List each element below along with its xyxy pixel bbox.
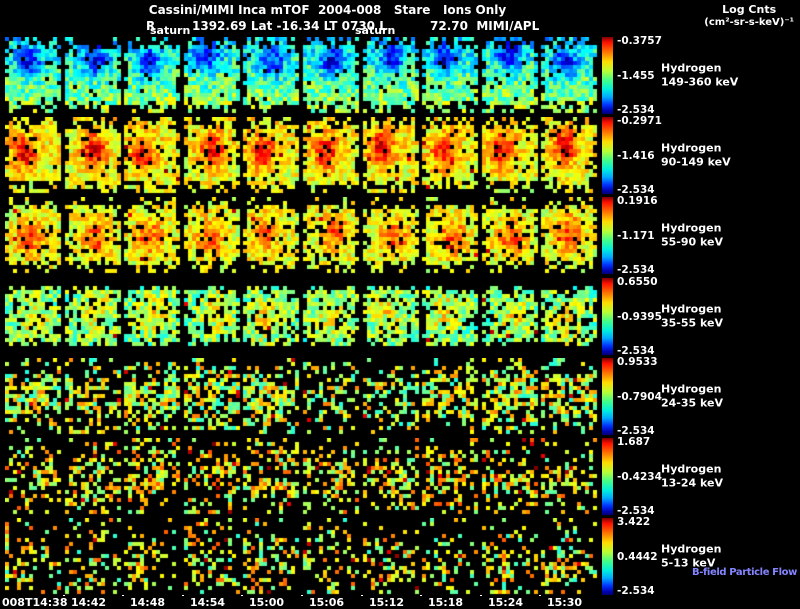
row-species: Hydrogen xyxy=(661,542,722,556)
energy-row-7: 3.422 0.4442 -2.534 Hydrogen 5-13 keV xyxy=(0,516,800,597)
energy-row-5: 0.9533 -0.7904 -2.534 Hydrogen 24-35 keV xyxy=(0,356,800,437)
ephemeris-left: 1392.69 Lat -16.34 LT 0730 L xyxy=(192,19,387,33)
colorbar-tick-mid: -1.455 xyxy=(617,69,655,82)
row-energy: 5-13 keV xyxy=(661,556,716,570)
time-label: 15:18 xyxy=(428,596,464,609)
row-energy: 13-24 keV xyxy=(661,476,724,490)
colorbar-tick-top: 0.6550 xyxy=(617,276,658,288)
row-label: Hydrogen 90-149 keV xyxy=(661,141,731,170)
row-energy: 90-149 keV xyxy=(661,155,731,169)
row-label: Hydrogen 24-35 keV xyxy=(661,382,723,411)
energy-row-1: -0.3757 -1.455 -2.534 Hydrogen 149-360 keV xyxy=(0,35,800,116)
heatmap-panels-row-1 xyxy=(5,37,600,114)
colorbar xyxy=(602,438,613,515)
saturn-label: saturn xyxy=(355,24,396,37)
colorbar-tick-mid: -1.416 xyxy=(617,149,655,162)
row-label: Hydrogen 35-55 keV xyxy=(661,302,723,331)
heatmap-panels-row-2 xyxy=(5,117,600,194)
time-label: 15:12 xyxy=(369,596,405,609)
row-species: Hydrogen xyxy=(661,221,722,235)
colorbar xyxy=(602,37,613,114)
heatmap-panels-row-7 xyxy=(5,518,600,595)
colorbar xyxy=(602,358,613,435)
energy-row-3: 0.1916 -1.171 -2.534 Hydrogen 55-90 keV xyxy=(0,195,800,276)
log-cnts-label: Log Cnts xyxy=(722,3,777,16)
colorbar-tick-mid: -1.171 xyxy=(617,229,655,242)
colorbar-tick-bottom: -2.534 xyxy=(617,104,655,116)
figure-title: Cassini/MIMI Inca mTOF 2004-008 Stare Io… xyxy=(148,3,507,17)
colorbar-tick-top: 0.1916 xyxy=(617,195,658,207)
row-label: Hydrogen 149-360 keV xyxy=(661,61,738,90)
energy-row-6: 1.687 -0.4234 -2.534 Hydrogen 13-24 keV xyxy=(0,436,800,517)
row-species: Hydrogen xyxy=(661,61,722,75)
energy-row-2: -0.2971 -1.416 -2.534 Hydrogen 90-149 keV xyxy=(0,115,800,196)
time-label: 15:00 xyxy=(249,596,285,609)
time-label: 008T14:38 xyxy=(2,596,68,609)
time-label: 14:42 xyxy=(71,596,107,609)
colorbar-tick-bottom: -2.534 xyxy=(617,345,655,357)
heatmap-panels-row-4 xyxy=(5,278,600,355)
log-cnts-units: (cm²-sr-s-keV)⁻¹ xyxy=(704,16,794,28)
row-label: Hydrogen 5-13 keV xyxy=(661,542,721,571)
colorbar-tick-top: 3.422 xyxy=(617,516,651,528)
row-energy: 149-360 keV xyxy=(661,75,739,89)
energy-row-4: 0.6550 -0.9395 -2.534 Hydrogen 35-55 keV xyxy=(0,276,800,357)
row-species: Hydrogen xyxy=(661,302,722,316)
ephemeris-right: 72.70 MIMI/APL xyxy=(430,19,540,33)
colorbar-tick-bottom: -2.534 xyxy=(617,184,655,196)
time-axis: 008T14:38 14:42 14:48 14:54 15:00 15:06 15:12 1… xyxy=(0,593,800,609)
row-label: Hydrogen 13-24 keV xyxy=(661,462,723,491)
colorbar-tick-mid: -0.9395 xyxy=(617,310,662,323)
row-species: Hydrogen xyxy=(661,382,722,396)
time-label: 15:30 xyxy=(547,596,583,609)
colorbar-tick-bottom: -2.534 xyxy=(617,264,655,276)
colorbar-units-label: Log Cnts (cm²-sr-s-keV)⁻¹ xyxy=(704,3,794,29)
row-species: Hydrogen xyxy=(661,141,722,155)
colorbar-tick-bottom: -2.534 xyxy=(617,425,655,437)
heatmap-panels-row-3 xyxy=(5,197,600,274)
colorbar xyxy=(602,518,613,595)
saturn-label: saturn xyxy=(150,24,191,37)
colorbar-tick-bottom: -2.534 xyxy=(617,505,655,517)
bfield-flow-label: B-field Particle Flow xyxy=(692,567,797,578)
heatmap-panels-row-6 xyxy=(5,438,600,515)
colorbar-tick-mid: -0.7904 xyxy=(617,390,662,403)
colorbar-tick-top: 1.687 xyxy=(617,436,651,448)
colorbar-tick-mid: -0.4234 xyxy=(617,470,662,483)
row-energy: 24-35 keV xyxy=(661,396,724,410)
time-label: 14:48 xyxy=(130,596,166,609)
colorbar xyxy=(602,197,613,274)
radial-distance-label: R xyxy=(146,19,156,33)
row-energy: 55-90 keV xyxy=(661,235,724,249)
row-species: Hydrogen xyxy=(661,462,722,476)
colorbar-tick-bottom: -2.534 xyxy=(617,585,655,597)
colorbar-tick-top: -0.2971 xyxy=(617,115,662,127)
heatmap-panels-row-5 xyxy=(5,358,600,435)
colorbar xyxy=(602,117,613,194)
colorbar-tick-mid: 0.4442 xyxy=(617,550,658,563)
colorbar xyxy=(602,278,613,355)
time-label: 15:24 xyxy=(488,596,524,609)
row-energy: 35-55 keV xyxy=(661,316,724,330)
time-label: 14:54 xyxy=(190,596,226,609)
row-label: Hydrogen 55-90 keV xyxy=(661,221,723,250)
colorbar-tick-top: -0.3757 xyxy=(617,35,662,47)
time-label: 15:06 xyxy=(309,596,345,609)
colorbar-tick-top: 0.9533 xyxy=(617,356,658,368)
